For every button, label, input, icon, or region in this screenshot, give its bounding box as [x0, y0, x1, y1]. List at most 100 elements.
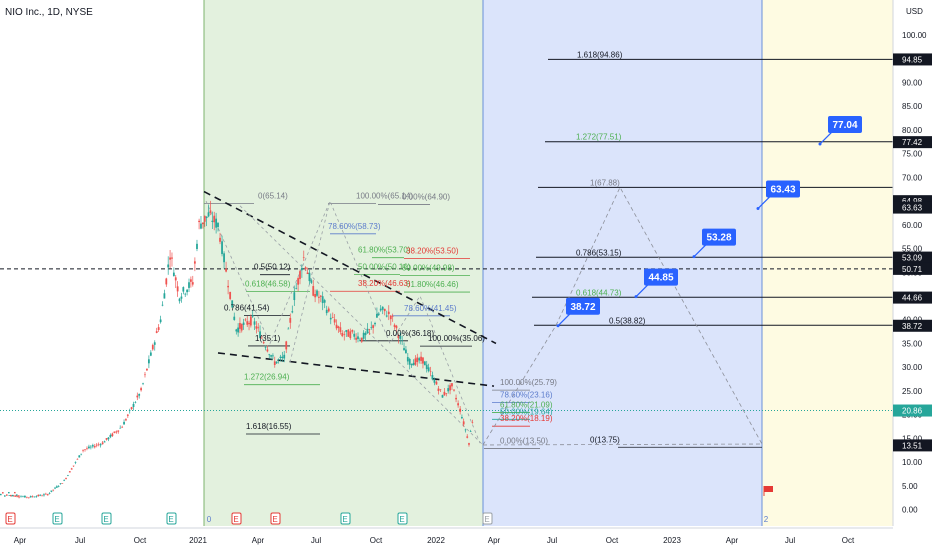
candle-body [389, 315, 392, 320]
candle-body [312, 286, 315, 296]
candle-body [227, 285, 229, 288]
candle-body [84, 449, 86, 450]
target-callout-label: 63.43 [770, 185, 795, 196]
candle-body [316, 290, 318, 296]
candle-body [219, 237, 221, 242]
candle-body [362, 332, 365, 339]
helper-line [239, 205, 483, 445]
time-tick: Apr [14, 536, 27, 545]
zone-green [204, 0, 483, 526]
earnings-marker[interactable] [482, 512, 493, 525]
candle-body [109, 434, 112, 438]
candle-body [144, 374, 146, 376]
candle-body [376, 313, 378, 318]
candle-body [423, 361, 426, 366]
candle-body [253, 321, 256, 325]
candle-body [10, 494, 12, 497]
candle-body [18, 495, 20, 497]
candle-body [78, 455, 81, 458]
fib-level-label: 1.272(77.51) [576, 133, 622, 142]
fib-level-label: 0.618(44.73) [576, 288, 622, 297]
candle-body [93, 446, 96, 448]
time-tick: Jul [547, 536, 557, 545]
earnings-marker[interactable] [231, 512, 242, 525]
earnings-marker[interactable] [101, 512, 112, 525]
target-callout [702, 228, 736, 246]
fib-level-label: 38.20%(53.50) [406, 247, 459, 256]
event-marker-label: E [233, 515, 238, 524]
candle-body [266, 349, 269, 352]
candle-body [310, 280, 313, 283]
candle-body [205, 216, 208, 219]
candle-body [262, 342, 265, 344]
candle-body [209, 210, 212, 213]
candle-body [149, 352, 152, 356]
earnings-marker[interactable] [5, 512, 16, 525]
candle-body [374, 323, 376, 325]
candle-body [24, 495, 26, 498]
candle-body [391, 316, 394, 317]
candle-body [447, 388, 450, 392]
earnings-marker[interactable] [397, 512, 408, 525]
candle-body [233, 316, 236, 320]
candle-body [289, 317, 292, 323]
candle-body [189, 279, 192, 282]
price-badge-label: 13.51 [902, 441, 923, 450]
candle-body [2, 492, 4, 494]
candle-body [18, 496, 20, 498]
candle-body [453, 389, 455, 391]
price-badge-label: 38.72 [902, 322, 923, 331]
candle-body [61, 483, 64, 484]
candle-body [302, 257, 305, 258]
fib-level-label: 50.00%(19.64) [500, 407, 553, 416]
candle-body [27, 497, 30, 499]
price-tick: 35.00 [902, 339, 923, 348]
callout-dot [692, 255, 696, 259]
candle-body [429, 371, 432, 372]
price-badge-label: 50.71 [902, 265, 923, 274]
event-marker-label: E [7, 515, 12, 524]
earnings-marker[interactable] [52, 512, 63, 525]
candle-body [459, 408, 462, 412]
price-tick: 75.00 [902, 150, 923, 159]
price-badge [893, 319, 932, 332]
candle-body [405, 349, 407, 354]
earnings-marker[interactable] [166, 512, 177, 525]
candle-body [281, 356, 284, 359]
candle-body [91, 445, 94, 447]
candle-body [425, 364, 428, 370]
callout-pointer [635, 284, 649, 298]
price-badge-label: 94.85 [902, 55, 923, 64]
candle-body [193, 261, 196, 264]
time-tick: Jul [785, 536, 795, 545]
fib-level-label: 38.20%(46.63) [358, 279, 411, 288]
earnings-marker[interactable] [340, 512, 351, 525]
event-marker-label: E [168, 515, 173, 524]
price-badge [893, 404, 932, 417]
candle-body [331, 317, 334, 318]
fib-level-label: 0.5(50.12) [254, 263, 291, 272]
candle-body [457, 403, 460, 406]
target-callout-label: 44.85 [648, 273, 673, 284]
target-callout-label: 53.28 [706, 233, 731, 244]
price-tick: 90.00 [902, 78, 923, 87]
price-badge [893, 53, 932, 66]
fib-level-label: 78.60%(23.16) [500, 391, 553, 400]
candle-body [420, 356, 422, 361]
event-marker-label: E [272, 515, 277, 524]
projection-line [482, 186, 763, 446]
candle-body [117, 430, 120, 432]
event-marker-label: E [103, 515, 108, 524]
candle-body [191, 282, 194, 285]
candle-body [399, 335, 402, 339]
candle-body [201, 222, 204, 225]
earnings-marker[interactable] [270, 512, 281, 525]
time-tick: 2022 [427, 536, 445, 545]
candle-body [115, 431, 118, 433]
candle-body [72, 465, 75, 467]
candle-body [358, 339, 361, 341]
candle-body [403, 348, 405, 351]
candle-body [287, 328, 290, 330]
